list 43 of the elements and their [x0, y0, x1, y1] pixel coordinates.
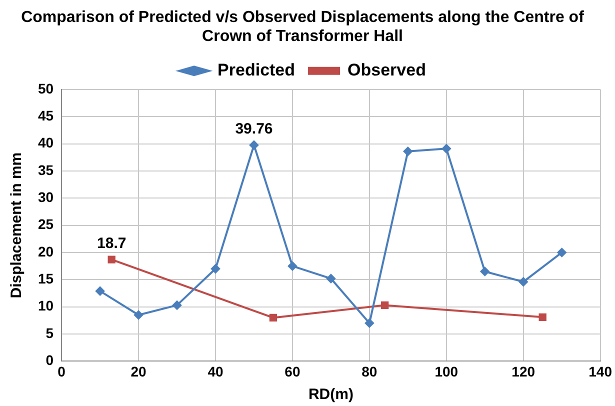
data-label: 18.7 [96, 235, 126, 252]
y-tick-label: 20 [38, 243, 54, 260]
y-tick-label: 35 [38, 162, 54, 178]
point [380, 301, 389, 310]
point [364, 318, 374, 328]
chart-title: Comparison of Predicted v/s Observed Displacements along the Centre of Crown of Transformer Hall [21, 9, 585, 46]
y-tick-label: 45 [38, 107, 54, 124]
x-tick-label: 80 [362, 363, 378, 380]
y-tick-label: 5 [46, 324, 54, 341]
x-tick-label: 120 [512, 363, 536, 380]
y-tick-label: 10 [38, 298, 54, 314]
y-tick-label: 40 [38, 134, 54, 151]
point [269, 314, 278, 322]
point [172, 300, 182, 310]
x-tick-label: 60 [284, 363, 300, 380]
x-tick-label: 140 [588, 363, 612, 380]
y-tick-label: 50 [38, 80, 54, 96]
x-tick-label: 100 [434, 363, 458, 380]
point [134, 310, 144, 320]
point [480, 267, 490, 276]
point [538, 313, 546, 321]
y-tick-label: 25 [38, 216, 54, 232]
y-tick-label: 15 [38, 270, 54, 287]
x-axis-title: RD(m) [308, 386, 354, 404]
y-tick-label: 0 [46, 352, 54, 368]
data-label: 39.76 [235, 120, 273, 138]
point [211, 264, 220, 274]
y-tick-label: 30 [38, 188, 54, 205]
y-axis-title: Displacement in mm [8, 152, 26, 298]
point [249, 140, 258, 150]
point [326, 274, 336, 284]
x-tick-label: 40 [208, 363, 224, 380]
point [442, 144, 451, 154]
legend-label: Predicted [218, 60, 296, 80]
point [288, 262, 297, 271]
x-tick-label: 20 [130, 363, 147, 380]
point [403, 146, 412, 156]
x-tick-label: 0 [58, 363, 66, 380]
point [96, 286, 105, 296]
point [108, 256, 116, 264]
point [518, 277, 528, 286]
legend-label: Observed [348, 60, 426, 80]
point [557, 248, 566, 257]
